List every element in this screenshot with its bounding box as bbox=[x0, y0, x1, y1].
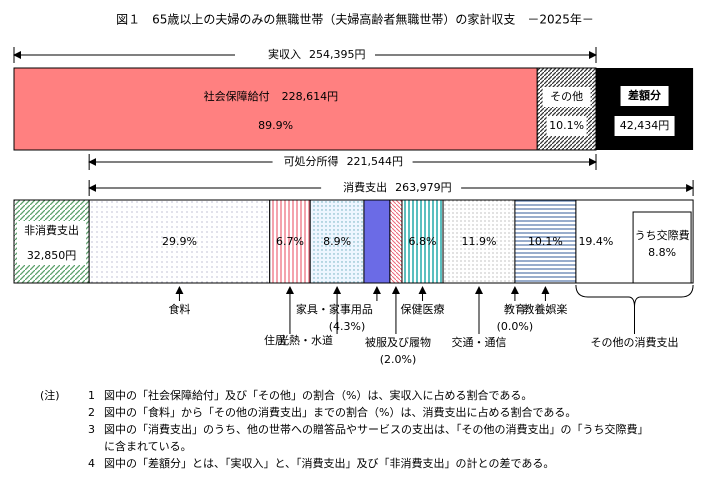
deficit-label: 差額分 bbox=[628, 88, 661, 102]
deficit-bar bbox=[596, 68, 694, 150]
segment-percent: 10.1% bbox=[549, 119, 584, 132]
note-text: 図中の「社会保障給付」及び「その他」の割合（%）は、実収入に占める割合である。 bbox=[104, 388, 532, 402]
label-bg bbox=[614, 116, 675, 136]
item-label: その他の消費支出 bbox=[590, 335, 678, 349]
sub-item-label: うち交際費 bbox=[635, 228, 690, 242]
title: 図１ 65歳以上の夫婦のみの無職世帯（夫婦高齢者無職世帯）の家計収支 －2025… bbox=[116, 12, 594, 27]
label-bg bbox=[17, 221, 87, 265]
segment-label: その他 bbox=[550, 90, 583, 103]
item-percent: 19.4% bbox=[578, 235, 613, 248]
note-text: 図中の「食料」から「その他の消費支出」までの割合（%）は、消費支出に占める割合で… bbox=[104, 405, 576, 419]
label-bg bbox=[272, 154, 413, 170]
consumption-label: 消費支出 bbox=[343, 180, 387, 194]
income-segment bbox=[536, 67, 597, 151]
income-value: 254,395円 bbox=[309, 48, 366, 61]
note-number: 4 bbox=[88, 457, 95, 470]
brace bbox=[575, 284, 694, 308]
segment-label: 社会保障給付 bbox=[204, 89, 270, 103]
item-percent: 8.9% bbox=[323, 235, 351, 248]
item-label: 住居 bbox=[264, 333, 286, 347]
consumption-segment bbox=[88, 199, 271, 284]
notes-heading: (注) bbox=[40, 388, 60, 402]
segment-value: 228,614円 bbox=[282, 90, 339, 103]
note-number: 2 bbox=[88, 406, 95, 419]
item-label: 光熱・水道 bbox=[278, 333, 333, 347]
item-label: 教養娯楽 bbox=[523, 302, 567, 316]
non-consumption-value: 32,850円 bbox=[27, 249, 77, 262]
label-bg bbox=[542, 87, 591, 107]
consumption-segment bbox=[514, 199, 577, 284]
consumption-segment bbox=[401, 199, 444, 284]
item-label: 交通・通信 bbox=[451, 335, 506, 349]
item-percent: (2.0%) bbox=[380, 353, 417, 366]
item-label: 家具・家事用品 bbox=[296, 302, 373, 316]
non-consumption-label: 非消費支出 bbox=[24, 223, 79, 237]
label-bg bbox=[321, 180, 462, 196]
disposable-label: 可処分所得 bbox=[284, 155, 339, 168]
label-bg bbox=[235, 47, 375, 63]
note-text: に含まれている。 bbox=[104, 439, 192, 453]
item-label: 保健医療 bbox=[401, 302, 445, 316]
consumption-segment bbox=[269, 199, 311, 284]
deficit-value: 42,434円 bbox=[620, 119, 670, 132]
item-percent: 6.8% bbox=[409, 235, 437, 248]
note-number: 3 bbox=[88, 423, 95, 436]
consumption-segment bbox=[309, 199, 365, 284]
disposable-value: 221,544円 bbox=[347, 155, 404, 168]
segment-percent: 89.9% bbox=[258, 119, 293, 132]
consumption-segment bbox=[442, 199, 516, 284]
item-percent: (0.0%) bbox=[497, 320, 534, 333]
income-label: 実収入 bbox=[268, 47, 301, 61]
income-segment bbox=[13, 67, 538, 151]
label-bg bbox=[546, 116, 587, 136]
consumption-value: 263,979円 bbox=[395, 181, 452, 194]
item-percent: (4.3%) bbox=[329, 320, 366, 333]
note-text: 図中の「消費支出」のうち、他の世帯への贈答品やサービスの支出は、「その他の消費支… bbox=[104, 422, 649, 436]
item-percent: 6.7% bbox=[276, 235, 304, 248]
item-percent: 10.1% bbox=[528, 235, 563, 248]
item-label: 教育 bbox=[504, 302, 526, 316]
item-label: 食料 bbox=[168, 302, 190, 316]
item-percent: 29.9% bbox=[162, 235, 197, 248]
label-bg bbox=[620, 86, 669, 106]
sub-item-box bbox=[632, 211, 692, 284]
note-text: 図中の「差額分」とは、「実収入」と、「消費支出」及び「非消費支出」の計との差であ… bbox=[104, 456, 554, 470]
note-number: 1 bbox=[88, 389, 95, 402]
consumption-segment bbox=[363, 199, 391, 284]
item-label: 被服及び履物 bbox=[365, 335, 431, 349]
consumption-segment bbox=[389, 199, 403, 284]
item-percent: 11.9% bbox=[462, 235, 497, 248]
sub-item-percent: 8.8% bbox=[648, 246, 676, 259]
